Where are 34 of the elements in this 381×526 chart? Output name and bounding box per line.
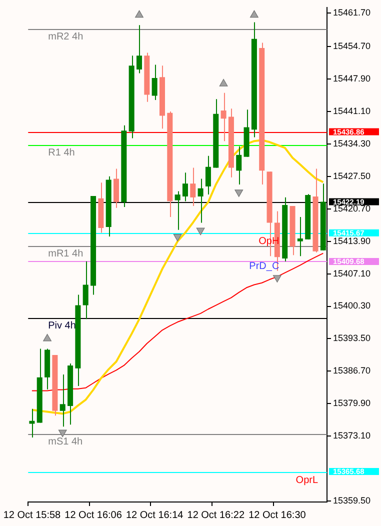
x-tick-label: 12 Oct 16:14 xyxy=(126,510,184,521)
y-tick-label: 15407.10 xyxy=(333,268,371,278)
ref-line-label: mR1 4h xyxy=(48,248,84,260)
point xyxy=(272,275,282,282)
y-tick-label: 15447.90 xyxy=(333,73,371,84)
y-tick-label: 15373.10 xyxy=(333,430,371,441)
y-tick-label: 15454.70 xyxy=(333,41,371,52)
point xyxy=(219,78,228,86)
x-tick-label: 12 Oct 16:22 xyxy=(187,510,245,521)
y-tick-label: 15413.90 xyxy=(333,236,371,246)
y-tick-label: 15400.30 xyxy=(333,300,371,311)
ref-line-label: mS1 4h xyxy=(48,436,83,448)
y-tick-label: 15379.90 xyxy=(333,398,371,408)
y-tick-label: 15461.70 xyxy=(333,8,371,18)
point xyxy=(234,190,244,197)
x-tick-label: 12 Oct 15:58 xyxy=(3,510,62,521)
point xyxy=(173,234,182,242)
annotation: OprL xyxy=(296,474,318,486)
x-tick-label: 12 Oct 16:30 xyxy=(248,510,306,521)
ref-line-label: R1 4h xyxy=(48,147,75,158)
y-tick-label: 15393.50 xyxy=(333,333,371,344)
y-tick-label: 15427.50 xyxy=(333,170,371,181)
ref-line-label: mR2 4h xyxy=(48,31,84,42)
y-tick-label: 15386.70 xyxy=(333,366,371,376)
y-tick-label: 15441.10 xyxy=(333,106,371,116)
y-tick-label: 15359.50 xyxy=(333,496,371,506)
point xyxy=(58,430,67,438)
y-tick-label: 15434.30 xyxy=(333,138,371,148)
point xyxy=(135,10,144,18)
candlestick xyxy=(312,168,318,253)
annotation: OpH xyxy=(258,236,280,248)
point xyxy=(196,228,205,236)
x-tick-label: 12 Oct 16:06 xyxy=(64,510,122,521)
point xyxy=(250,10,258,18)
